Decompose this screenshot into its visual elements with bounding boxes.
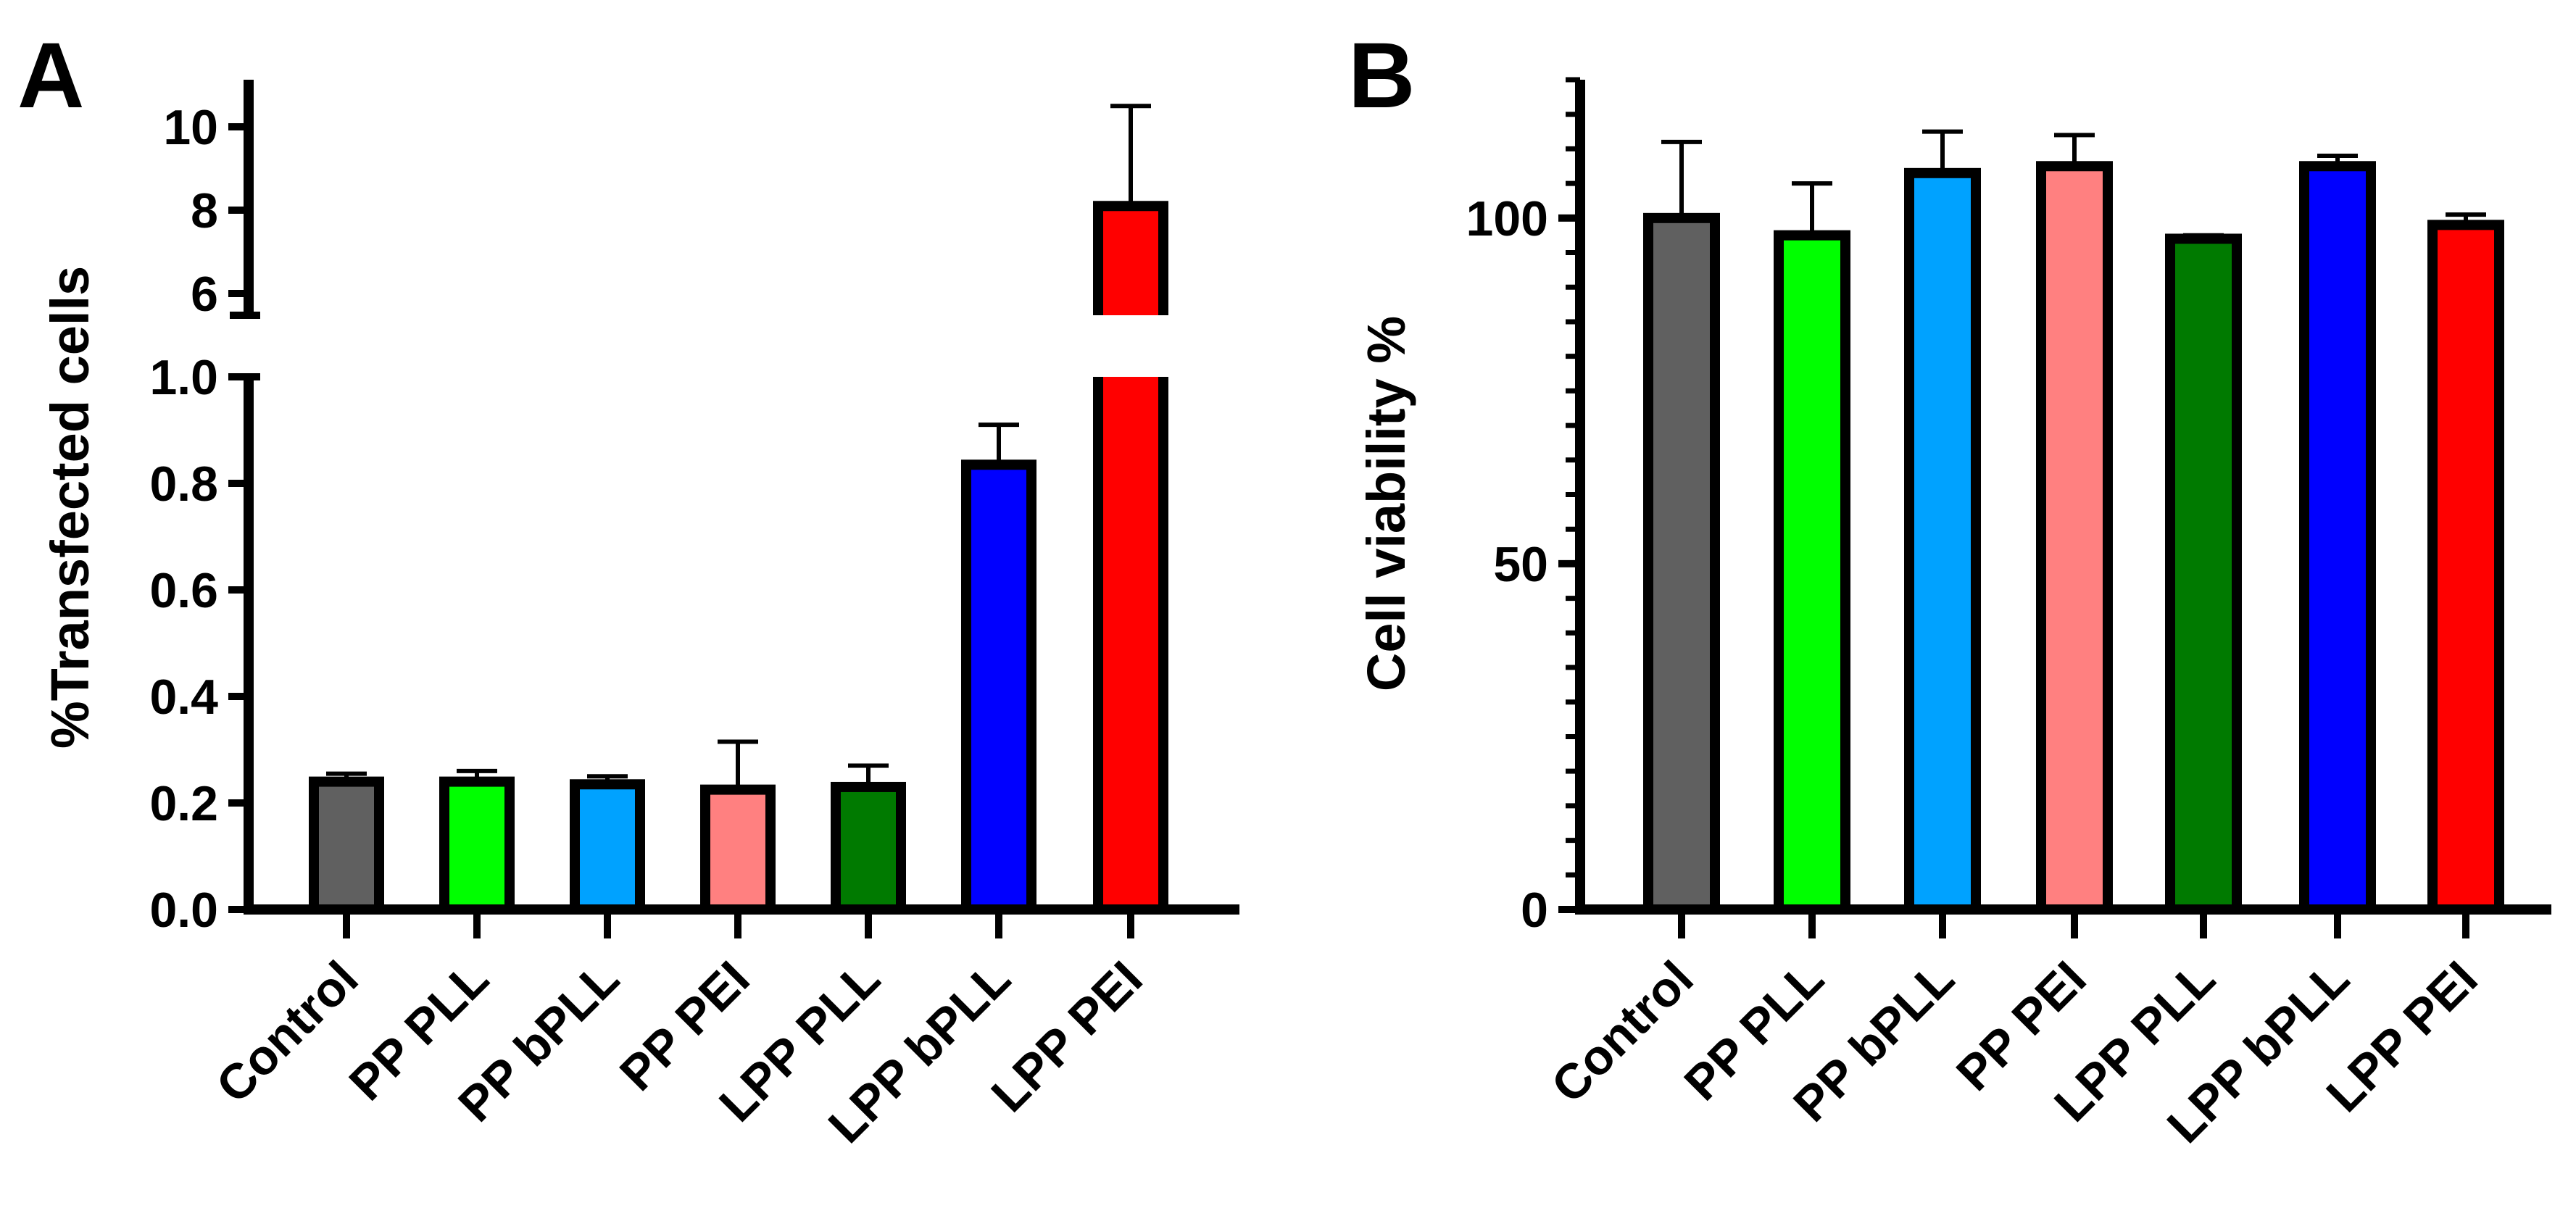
panel-a-y-tick-label: 0.6 [149, 563, 218, 618]
panel-a-y-tick-label: 8 [191, 183, 218, 238]
panel-b-bar-pp-bpll [1904, 167, 1981, 915]
panel-b-bar-lpp-pll [2165, 233, 2242, 915]
panel-b-category-label-control: Control [1541, 951, 1704, 1114]
panel-b-bar-pp-pei [2036, 161, 2113, 915]
panel-a-y-tick-label: 6 [191, 267, 218, 322]
panel-a-y-tick-label: 0.8 [149, 457, 218, 512]
panel-a-bar-control [309, 776, 384, 915]
panel-b-bar-control [1643, 212, 1720, 915]
panel-a-y-tick-label: 0.4 [149, 670, 218, 725]
panel-a-bar-pp-pei [700, 784, 776, 915]
panel-b-bar-lpp-bpll [2299, 161, 2376, 915]
panel-a-bar-lpp-pei [1098, 377, 1163, 909]
panel-a-bar-pp-pll [439, 776, 515, 915]
panel-b-y-tick-label: 100 [1466, 191, 1548, 246]
panel-a-y-tick-label: 1.0 [149, 350, 218, 405]
panel-a-y-axis-label: %Transfected cells [40, 266, 100, 749]
panel-b-bar-lpp-pei [2427, 220, 2504, 915]
panel-b-y-tick-label: 0 [1521, 883, 1548, 938]
panel-b-y-tick-label: 50 [1493, 537, 1548, 592]
panel-a-bar-lpp-bpll [961, 459, 1036, 915]
panel-a-category-label-control: Control [206, 951, 369, 1114]
panel-a-bar-upper-lpp-pei [1098, 206, 1163, 315]
panel-b-y-axis-label: Cell viability % [1356, 316, 1416, 691]
panel-a-label: A [17, 24, 84, 128]
panel-a-y-tick-label: 0.0 [149, 883, 218, 938]
panel-a-bar-lpp-pll [831, 781, 906, 915]
panel-b-bar-pp-pll [1774, 230, 1850, 915]
panel-b-label: B [1348, 24, 1415, 128]
panel-a-bar-pp-bpll [570, 779, 645, 915]
panel-a-y-tick-label: 10 [163, 100, 218, 155]
panel-a-y-tick-label: 0.2 [149, 776, 218, 831]
panel-a-bar-upper-outline-lpp-pei [1093, 201, 1168, 315]
